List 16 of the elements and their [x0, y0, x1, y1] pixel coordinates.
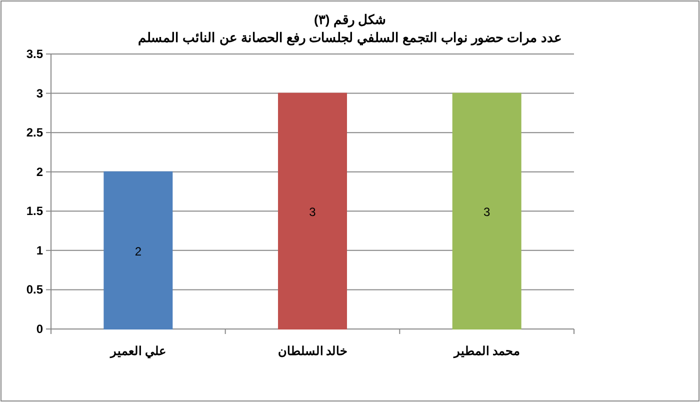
y-tick-label: 2 [36, 164, 44, 179]
y-tick-label: 0 [36, 322, 44, 336]
x-tick-label: خالد السلطان [278, 344, 348, 358]
data-label: 2 [134, 244, 142, 258]
x-tick-label: علي العمير [109, 344, 166, 359]
y-tick-label: 1.5 [26, 204, 44, 218]
y-tick-label: 1 [36, 243, 44, 258]
y-tick-label: 3.5 [26, 47, 44, 61]
y-tick-label: 3 [36, 86, 44, 100]
data-label: 3 [483, 205, 490, 220]
data-label: 3 [309, 205, 316, 220]
x-tick-label: محمد المطير [453, 344, 520, 359]
chart-title: شكل رقم (٣) [314, 12, 386, 28]
chart-subtitle: عدد مرات حضور نواب التجمع السلفي لجلسات رفع الحصانة عن النائب المسلم [138, 30, 562, 46]
y-tick-label: 2.5 [26, 126, 44, 140]
y-tick-label: 0.5 [26, 282, 44, 297]
